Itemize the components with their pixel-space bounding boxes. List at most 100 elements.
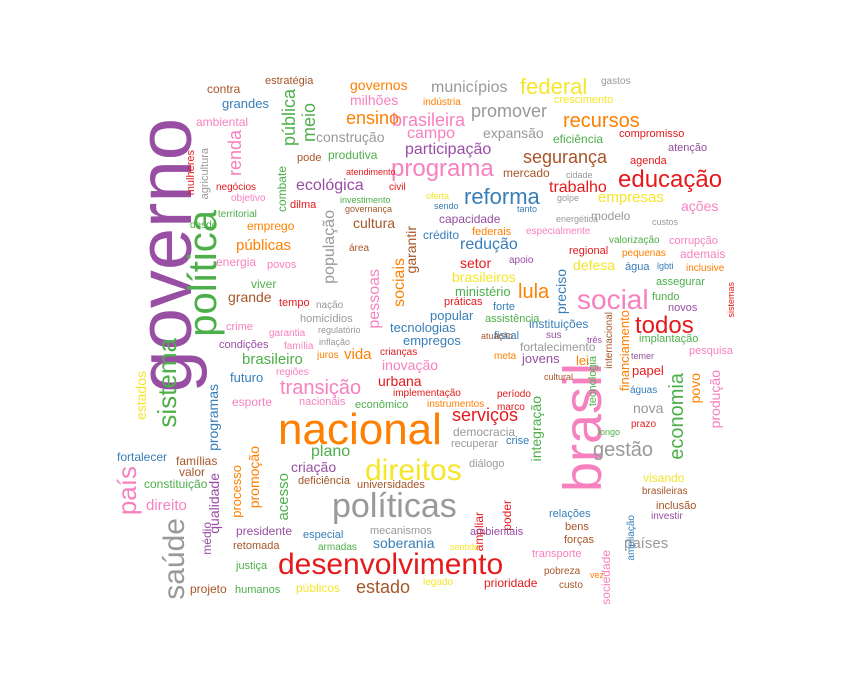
word: capacidade xyxy=(439,212,501,226)
word: novos xyxy=(668,302,698,314)
word: expansão xyxy=(483,125,544,141)
word: brasileiras xyxy=(642,486,688,497)
word: grandes xyxy=(222,96,269,111)
word: gastos xyxy=(601,76,631,87)
word: homicídios xyxy=(300,313,353,325)
word: lula xyxy=(518,281,550,303)
word: soberania xyxy=(373,535,435,551)
word: defesa xyxy=(573,257,616,273)
word: viver xyxy=(251,277,277,291)
word: área xyxy=(349,243,370,254)
word: produtiva xyxy=(328,148,378,162)
word: inclusive xyxy=(686,263,725,274)
word: produção xyxy=(707,370,723,429)
word: povos xyxy=(267,259,297,271)
word: tecnologia xyxy=(587,356,599,407)
word: regional xyxy=(569,245,609,257)
word: redução xyxy=(460,236,518,253)
word: fundo xyxy=(652,291,680,303)
word: programa xyxy=(391,155,494,182)
word: vida xyxy=(344,346,372,363)
word: tecnologias xyxy=(390,320,456,335)
word: governança xyxy=(345,204,393,214)
word: indústria xyxy=(423,97,461,108)
word: nacionais xyxy=(299,396,346,408)
word: recursos xyxy=(563,110,640,132)
word: sistema xyxy=(152,338,182,428)
word: processo xyxy=(229,465,244,518)
word: preciso xyxy=(553,269,569,315)
word: direito xyxy=(146,497,187,514)
word: mecanismos xyxy=(370,525,432,537)
word: água xyxy=(625,261,650,273)
word: atenção xyxy=(668,142,708,154)
word: ensino xyxy=(346,108,400,128)
word: criação xyxy=(291,459,337,475)
word: valorização xyxy=(609,235,660,246)
word: bens xyxy=(565,521,589,533)
word: emprego xyxy=(247,219,295,233)
word: custo xyxy=(559,580,583,591)
word: implementação xyxy=(393,388,461,399)
word: população xyxy=(321,210,338,284)
word: inovação xyxy=(382,357,439,373)
word: modelo xyxy=(591,209,631,223)
word: mercado xyxy=(503,166,550,180)
word: social xyxy=(577,284,649,315)
word: deficiência xyxy=(298,475,350,487)
word: vez xyxy=(590,570,605,580)
word: agenda xyxy=(630,155,667,167)
word: implantação xyxy=(639,333,699,345)
word: economia xyxy=(666,373,688,460)
word: longo xyxy=(598,427,621,437)
word: garantir xyxy=(403,226,419,274)
word: especial xyxy=(303,529,344,541)
word: crescimento xyxy=(554,94,614,106)
word: saúde xyxy=(158,518,191,600)
word: período xyxy=(497,389,531,400)
word: atendimento xyxy=(346,167,396,177)
word: presidente xyxy=(236,524,293,538)
word: práticas xyxy=(444,296,483,308)
word: país xyxy=(112,466,142,516)
word: programas xyxy=(205,384,221,451)
word: estado xyxy=(356,577,411,597)
word: valor xyxy=(179,465,206,479)
word: pode xyxy=(297,152,322,164)
word: cultural xyxy=(544,372,574,382)
word: pesquisa xyxy=(689,345,734,357)
word: dilma xyxy=(290,199,317,211)
word: integração xyxy=(528,396,544,462)
word: milhões xyxy=(350,92,399,108)
word: forças xyxy=(564,534,594,546)
word: assistência xyxy=(485,313,540,325)
word: econômico xyxy=(355,399,409,411)
word: construção xyxy=(316,129,385,145)
word: contra xyxy=(207,82,241,96)
word: águas xyxy=(630,385,658,396)
word: tempo xyxy=(279,297,310,309)
word: relações xyxy=(549,508,591,520)
word: direitos xyxy=(365,454,462,487)
word: urbana xyxy=(378,373,422,389)
word: trabalho xyxy=(549,179,607,196)
word: meta xyxy=(494,351,517,362)
word: especialmente xyxy=(526,226,591,237)
word: esporte xyxy=(232,395,273,409)
word: médio xyxy=(200,522,214,555)
word: acesso xyxy=(275,473,292,521)
word: desde xyxy=(190,220,218,231)
word: recuperar xyxy=(451,438,499,450)
word: fortalecimento xyxy=(520,340,596,354)
word: família xyxy=(284,341,314,352)
word: agricultura xyxy=(199,148,211,200)
word: pobreza xyxy=(544,566,581,577)
word: constituição xyxy=(144,477,208,491)
word: nova xyxy=(633,400,664,416)
word: participação xyxy=(405,141,492,158)
word: desenvolvimento xyxy=(278,548,504,581)
word: garantia xyxy=(269,328,306,339)
word: povo xyxy=(687,373,703,404)
word: tanto xyxy=(517,204,538,214)
